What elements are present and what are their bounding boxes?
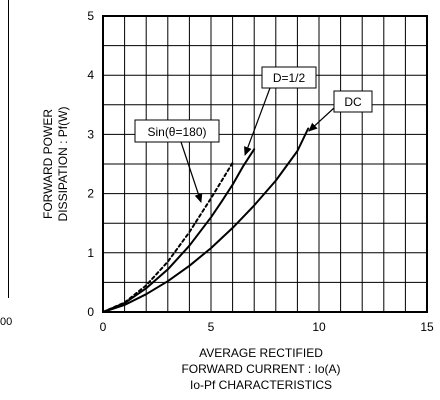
x-tick-label: 0 — [100, 320, 107, 334]
tick-labels: 0 5 10 15 0 1 2 3 4 5 — [87, 9, 434, 334]
edge-fragment-line — [8, 0, 9, 298]
annotation-d-half-label: D=1/2 — [273, 71, 306, 85]
annotation-d-half-box — [261, 66, 317, 89]
edge-fragment-label: 00 — [0, 316, 13, 328]
x-tick-label: 15 — [420, 320, 434, 334]
x-tick-label: 5 — [208, 320, 215, 334]
grid — [103, 16, 427, 312]
annotation-dc-label: DC — [344, 95, 362, 109]
series-line-d-1-2 — [102, 148, 256, 313]
annotation-dc: DC — [308, 90, 373, 132]
annotation-sin: Sin(θ=180) — [134, 119, 220, 203]
annotation-sin-arrow — [180, 141, 203, 203]
x-axis-title-line1: AVERAGE RECTIFIED — [199, 346, 323, 360]
annotation-d-half-arrow — [244, 87, 271, 156]
y-axis-title-line1: FORWARD POWER — [41, 109, 55, 219]
annotation-dc-box — [333, 90, 373, 113]
y-tick-label: 2 — [87, 187, 94, 201]
x-tick-label: 10 — [312, 320, 326, 334]
x-axis-title-line2: FORWARD CURRENT : Io(A) — [181, 362, 340, 376]
y-tick-label: 3 — [87, 127, 94, 141]
series-line-sin-180 — [102, 161, 234, 313]
series-lines — [102, 127, 310, 313]
chart-caption: Io-Pf CHARACTERISTICS — [190, 378, 332, 392]
y-tick-label: 5 — [87, 9, 94, 23]
y-tick-label: 1 — [87, 246, 94, 260]
annotation-dc-arrow — [308, 107, 335, 132]
annotations: D=1/2 DC Sin(θ=180) — [134, 66, 373, 203]
y-tick-label: 4 — [87, 68, 94, 82]
y-axis-title-line2: DISSIPATION : Pf(W) — [56, 107, 70, 222]
annotation-sin-label: Sin(θ=180) — [147, 125, 206, 139]
annotation-d-half: D=1/2 — [244, 66, 317, 156]
axis-titles: FORWARD POWER DISSIPATION : Pf(W) AVERAG… — [41, 107, 341, 392]
y-tick-label: 0 — [87, 305, 94, 319]
series-line-dc — [102, 127, 310, 313]
annotation-sin-box — [134, 119, 220, 143]
plot-frame — [102, 15, 428, 313]
